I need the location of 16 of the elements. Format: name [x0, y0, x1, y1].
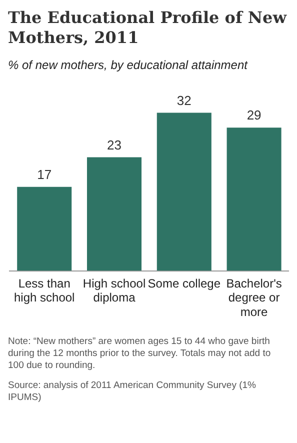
bar — [17, 186, 72, 271]
x-tick-label: Bachelor's degree or more — [226, 276, 282, 320]
bar — [156, 112, 212, 271]
chart-title: The Educational Profile of New Mothers, 2011 — [8, 8, 288, 48]
x-tick-label: Less than high school — [14, 276, 75, 305]
data-label: 17 — [37, 166, 52, 182]
source-note: Source: analysis of 2011 American Community Survey (1% IPUMS) — [8, 380, 257, 404]
text: Note: “New mothers” are women ages 15 to 44 who gave birth during the 12 months prior to the survey. Totals may not add to 100 due to rounding. — [8, 336, 272, 372]
chart-subtitle: % of new mothers, by educational attainment — [8, 58, 249, 72]
data-label: 23 — [107, 137, 122, 152]
x-tick-label: Some college — [148, 276, 221, 290]
data-label: 32 — [176, 92, 192, 108]
bar — [226, 128, 282, 271]
bar — [86, 157, 142, 271]
data-label: 29 — [246, 108, 262, 123]
x-tick-label: High school diploma — [82, 276, 146, 305]
